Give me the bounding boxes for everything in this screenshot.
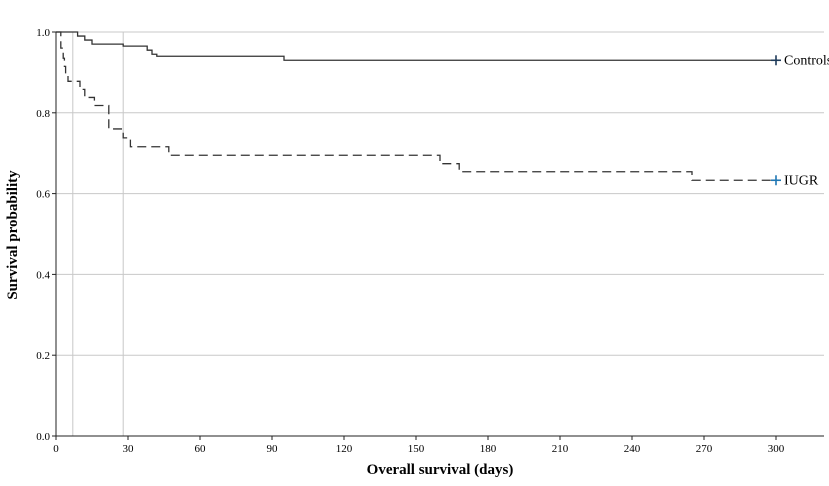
x-tick-label: 150 bbox=[408, 443, 425, 455]
x-tick-label: 0 bbox=[53, 443, 59, 455]
series-label-iugr: IUGR bbox=[784, 173, 819, 188]
series-line-iugr bbox=[56, 31, 776, 181]
series-line-controls bbox=[56, 31, 776, 61]
x-tick-label: 30 bbox=[123, 443, 135, 455]
x-tick-label: 60 bbox=[195, 443, 207, 455]
y-tick-label: 0.0 bbox=[36, 431, 50, 443]
y-tick-label: 0.6 bbox=[36, 189, 50, 201]
series-layer: Controls IUGR bbox=[56, 31, 829, 188]
censor-marker-controls bbox=[771, 55, 781, 66]
series-label-controls: Controls bbox=[784, 53, 829, 68]
x-tick-label: 180 bbox=[480, 443, 497, 455]
x-tick-label: 270 bbox=[696, 443, 713, 455]
y-tick-label: 1.0 bbox=[36, 27, 50, 39]
ticks-layer: 0 30 60 90 120 150 180 210 240 270 300 0.0 0.2 0.4 0.6… bbox=[36, 27, 785, 455]
reference-lines bbox=[72, 32, 124, 436]
x-tick-label: 210 bbox=[552, 443, 569, 455]
grid-layer bbox=[56, 31, 824, 437]
y-tick-label: 0.8 bbox=[36, 108, 50, 120]
x-axis-title: Overall survival (days) bbox=[367, 462, 514, 478]
y-tick-label: 0.2 bbox=[36, 350, 50, 362]
x-tick-label: 240 bbox=[624, 443, 641, 455]
axes-layer bbox=[55, 32, 824, 437]
censor-marker-iugr bbox=[771, 175, 781, 186]
x-tick-label: 120 bbox=[336, 443, 353, 455]
y-tick-label: 0.4 bbox=[36, 269, 50, 281]
x-tick-label: 300 bbox=[768, 443, 785, 455]
x-tick-label: 90 bbox=[267, 443, 279, 455]
y-axis-title: Survival probability bbox=[5, 170, 21, 300]
